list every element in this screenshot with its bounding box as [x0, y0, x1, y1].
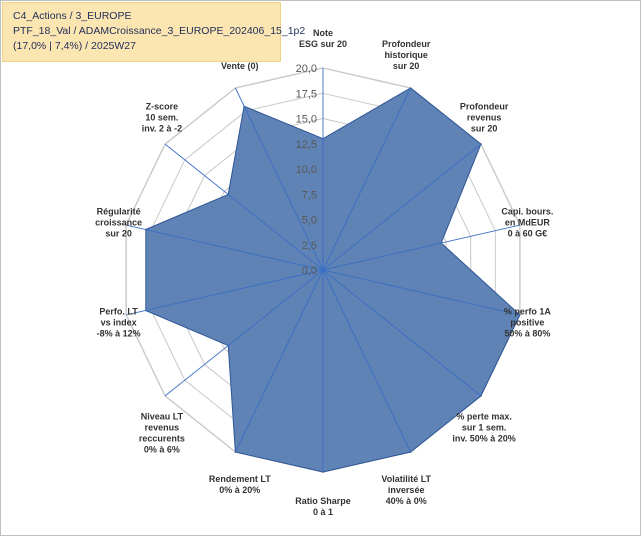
axis-label: sur 20	[393, 61, 420, 71]
axis-label: sur 20	[471, 123, 498, 133]
header-stats: (17,0% | 7,4%) / 2025W27	[13, 40, 136, 52]
axis-label: -8% à 12%	[97, 328, 141, 338]
axis-label: 0% à 6%	[144, 445, 180, 455]
axis-label: 0% à 20%	[219, 485, 260, 495]
tick-label: 2,5	[302, 240, 317, 252]
axis-label: 40% à 0%	[386, 496, 427, 506]
axis-label: vs index	[101, 317, 137, 327]
axis-label: Niveau LT	[141, 412, 184, 422]
axis-spoke	[125, 224, 324, 271]
radial-tick-labels: 0,0 2,5 5,0 7,5 10,0 12,5 15,0 17,5 20,0	[296, 63, 317, 277]
axis-spoke	[164, 269, 324, 397]
axis-label: Volatilité LT	[381, 474, 431, 484]
tick-label: 15,0	[296, 114, 317, 126]
axis-spoke	[322, 269, 412, 453]
axis-spoke	[234, 87, 324, 271]
tick-label: 20,0	[296, 63, 317, 75]
axis-label: positive	[510, 317, 544, 327]
tick-label: 17,5	[296, 88, 317, 100]
axis-spoke	[322, 87, 412, 271]
axis-label: en MdEUR	[505, 218, 551, 228]
axis-label: revenus	[467, 112, 502, 122]
axis-label: inversée	[388, 485, 425, 495]
portfolio-header-box: C4_Actions / 3_EUROPE PTF_18_Val / ADAMC…	[2, 2, 305, 62]
axis-label: ESG sur 20	[299, 39, 347, 49]
tick-label: 10,0	[296, 164, 317, 176]
axis-label: reccurents	[139, 434, 185, 444]
axis-label: 50% à 80%	[504, 328, 550, 338]
axis-label: sur 1 sem.	[462, 423, 507, 433]
axis-label: % perte max.	[456, 412, 512, 422]
axis-spoke	[234, 269, 324, 453]
axis-label: Régularité	[97, 207, 141, 217]
radar-spokes	[125, 68, 521, 472]
axis-spoke	[125, 269, 324, 316]
tick-label: 5,0	[302, 215, 317, 227]
tick-label: 0,0	[302, 265, 317, 277]
axis-label: 0 à 1	[313, 507, 333, 517]
axis-label: Ratio Sharpe	[295, 496, 351, 506]
axis-spoke	[322, 143, 482, 271]
axis-spoke	[322, 224, 521, 271]
header-category: C4_Actions / 3_EUROPE	[13, 10, 132, 22]
axis-label: sur 20	[105, 229, 132, 239]
axis-label: Z-score	[146, 101, 179, 111]
axis-label: inv. 2 à -2	[142, 123, 182, 133]
tick-label: 12,5	[296, 139, 317, 151]
tick-label: 7,5	[302, 189, 317, 201]
axis-label: Profondeur	[460, 101, 509, 111]
axis-label: Capi. bours.	[501, 207, 553, 217]
axis-label: Perfo. LT	[99, 306, 138, 316]
axis-label: 0 à 60 G€	[508, 229, 548, 239]
axis-label: Rendement LT	[209, 474, 271, 484]
axis-label: Vente (0)	[221, 61, 259, 71]
axis-label: Note	[313, 28, 333, 38]
axis-label: historique	[384, 50, 428, 60]
axis-label: % perfo 1A	[504, 306, 552, 316]
axis-label: inv. 50% à 20%	[452, 434, 515, 444]
axis-spoke	[322, 269, 521, 316]
axis-spoke	[164, 143, 324, 271]
axis-label: revenus	[145, 423, 180, 433]
axis-label: croissance	[95, 218, 142, 228]
axis-label: Profondeur	[382, 39, 431, 49]
axis-spoke	[322, 269, 482, 397]
header-portfolio: PTF_18_Val / ADAMCroissance_3_EUROPE_202…	[13, 25, 306, 37]
axis-label: 10 sem.	[145, 112, 178, 122]
